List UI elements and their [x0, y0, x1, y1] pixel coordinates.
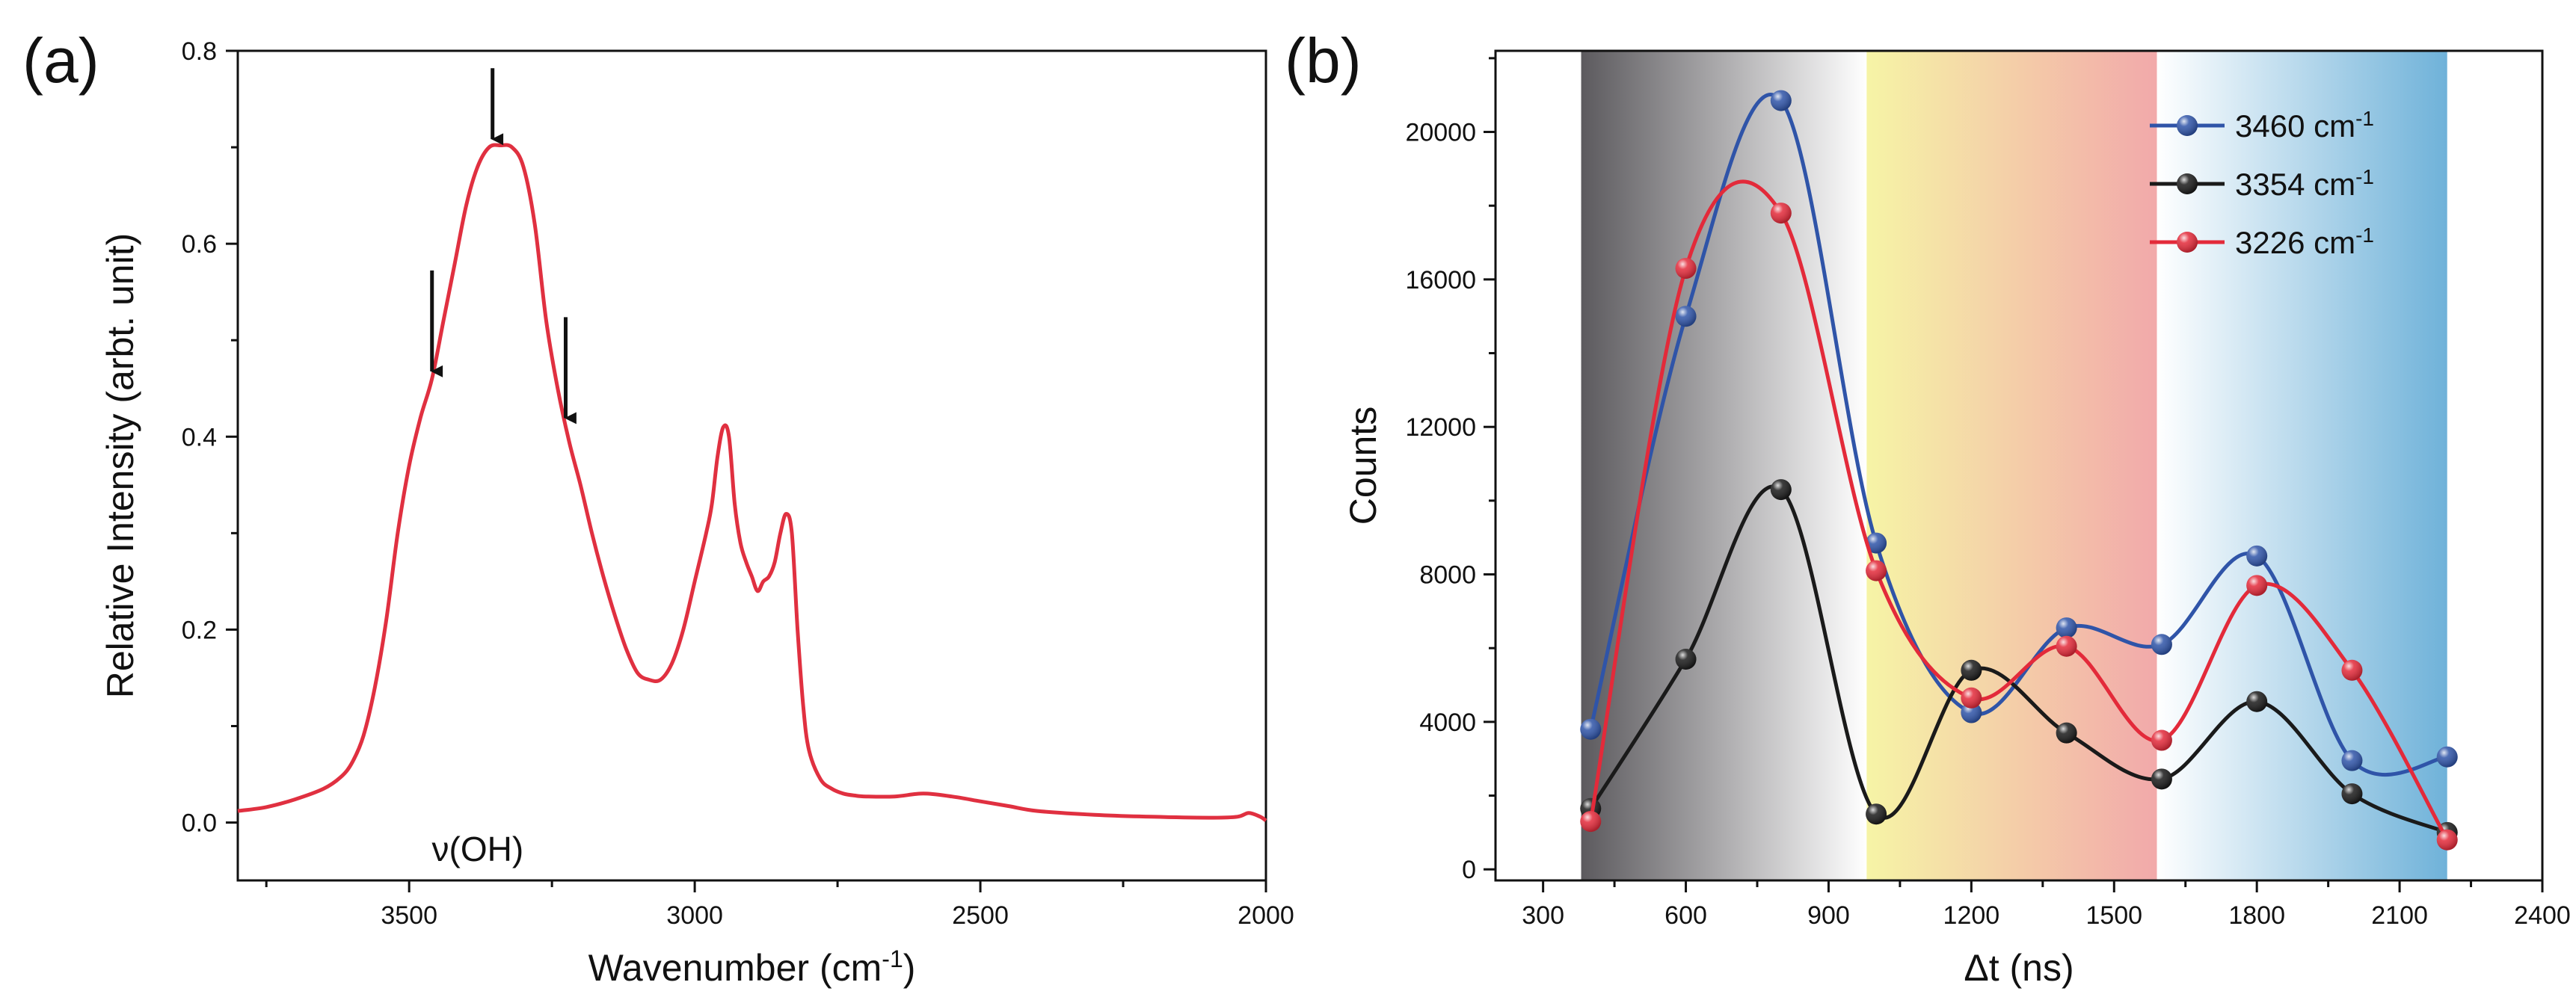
- data-point-highlight: [2341, 659, 2363, 681]
- legend-label-main: 3460 cm: [2235, 108, 2355, 143]
- data-point-highlight: [2341, 750, 2363, 771]
- data-point-highlight: [1770, 203, 1792, 224]
- panel-a-label: (a): [22, 25, 99, 96]
- panel-a-x-axis-label: Wavenumber (cm-1): [588, 945, 916, 989]
- data-point-highlight: [1961, 687, 1982, 709]
- y-tick-label: 8000: [1419, 561, 1476, 590]
- data-point-highlight: [2246, 691, 2268, 712]
- legend-marker-highlight: [2177, 115, 2198, 136]
- y-tick-label: 0.4: [182, 423, 217, 451]
- panel-a-x-axis-label-main: Wavenumber (cm: [588, 947, 882, 989]
- data-point-highlight: [2151, 729, 2172, 751]
- legend-label: 3226 cm-1: [2235, 223, 2374, 261]
- panel-a-y-axis-label: Relative Intensity (arbt. unit): [99, 233, 141, 699]
- x-tick-label: 600: [1664, 901, 1707, 930]
- x-tick-label: 2400: [2514, 901, 2571, 930]
- panel-a-plot-frame: [236, 49, 1267, 882]
- x-tick-label: 300: [1522, 901, 1564, 930]
- data-point-highlight: [1866, 560, 1887, 581]
- series-group: [1580, 179, 2458, 851]
- x-tick-label: 3500: [381, 901, 437, 930]
- panel-b-y-ticks: 0 4000 8000 12000 16000 20000: [1405, 57, 1496, 884]
- data-point-highlight: [1866, 532, 1887, 554]
- panel-a-y-ticks: 0.0 0.2 0.4 0.6 0.8: [182, 37, 238, 838]
- legend-marker-highlight: [2177, 232, 2198, 253]
- panel-b-x-ticks: 300 600 900 1200 1500 1800 2100 2400: [1522, 880, 2571, 930]
- panel-b-counts: (b) 300 600 900 1200 1500 1800 2100 2400 0 4000 8…: [1285, 25, 2571, 989]
- shaded-region: [1866, 51, 2157, 880]
- data-point-highlight: [1770, 90, 1792, 111]
- x-tick-label: 900: [1807, 901, 1850, 930]
- y-tick-label: 12000: [1405, 413, 1476, 442]
- data-point-highlight: [1580, 811, 1602, 833]
- data-point-highlight: [2151, 634, 2172, 655]
- x-tick-label: 3000: [666, 901, 723, 930]
- x-tick-label: 2000: [1238, 901, 1294, 930]
- panel-a-annotation: ν(OH): [432, 830, 524, 868]
- panel-a-x-axis-label-suffix: ): [903, 947, 916, 989]
- y-tick-label: 0.8: [182, 37, 217, 66]
- panel-a-arrows: [430, 68, 577, 425]
- panel-a-x-ticks: 3500 3000 2500 2000: [265, 880, 1294, 930]
- x-tick-label: 2500: [952, 901, 1009, 930]
- data-point-highlight: [1675, 258, 1697, 280]
- x-tick-label: 1200: [1943, 901, 2000, 930]
- data-point-highlight: [2056, 722, 2077, 744]
- data-point-highlight: [2151, 768, 2172, 790]
- legend-label-sup: -1: [2355, 107, 2374, 130]
- y-tick-label: 20000: [1405, 119, 1476, 147]
- data-point-highlight: [1770, 479, 1792, 501]
- data-point-highlight: [1675, 306, 1697, 327]
- panel-b-series: [1580, 90, 2458, 851]
- data-point-highlight: [2246, 575, 2268, 596]
- legend-label-main: 3226 cm: [2235, 225, 2355, 260]
- legend-marker-highlight: [2177, 173, 2198, 194]
- panel-a-spectrum: (a) 3500 3000 2500 2000 0.0 0.2 0.4 0.6 0.8 ν(O…: [22, 25, 1294, 989]
- data-point-highlight: [1866, 803, 1887, 825]
- panel-b-label: (b): [1285, 25, 1362, 96]
- data-point-highlight: [1961, 659, 1982, 681]
- panel-a-spectrum-line: [237, 143, 1267, 823]
- y-tick-label: 0.6: [182, 230, 217, 259]
- legend-item: 3354 cm-1: [2150, 165, 2374, 203]
- legend-label: 3354 cm-1: [2235, 165, 2374, 203]
- panel-a-x-axis-label-sup: -1: [882, 945, 903, 972]
- x-tick-label: 1500: [2085, 901, 2142, 930]
- legend-item: 3460 cm-1: [2150, 107, 2374, 144]
- data-point-highlight: [2056, 617, 2077, 639]
- data-point-highlight: [1675, 649, 1697, 670]
- data-point-highlight: [2436, 746, 2458, 768]
- x-tick-label: 1800: [2228, 901, 2285, 930]
- y-tick-label: 0.0: [182, 809, 217, 838]
- panel-b-shaded-regions: [1581, 51, 2447, 880]
- data-point-highlight: [2246, 545, 2268, 567]
- legend-label-sup: -1: [2355, 223, 2374, 247]
- data-point-highlight: [1580, 718, 1602, 740]
- y-tick-label: 0: [1462, 856, 1476, 884]
- panel-b-x-axis-label: Δt (ns): [1964, 947, 2074, 989]
- data-point-highlight: [1961, 702, 1982, 723]
- legend-item: 3226 cm-1: [2150, 223, 2374, 261]
- data-point-highlight: [2341, 783, 2363, 805]
- legend-label-main: 3354 cm: [2235, 167, 2355, 202]
- panel-b-plot-frame: [1494, 49, 2544, 882]
- y-tick-label: 16000: [1405, 266, 1476, 294]
- series-line: [1589, 484, 2448, 835]
- y-tick-label: 0.2: [182, 616, 217, 644]
- legend-label-sup: -1: [2355, 165, 2374, 188]
- data-point-highlight: [2436, 829, 2458, 851]
- data-point-highlight: [2056, 635, 2077, 657]
- x-tick-label: 2100: [2371, 901, 2428, 930]
- panel-b-y-axis-label: Counts: [1342, 407, 1384, 525]
- legend-label: 3460 cm-1: [2235, 107, 2374, 144]
- y-tick-label: 4000: [1419, 709, 1476, 737]
